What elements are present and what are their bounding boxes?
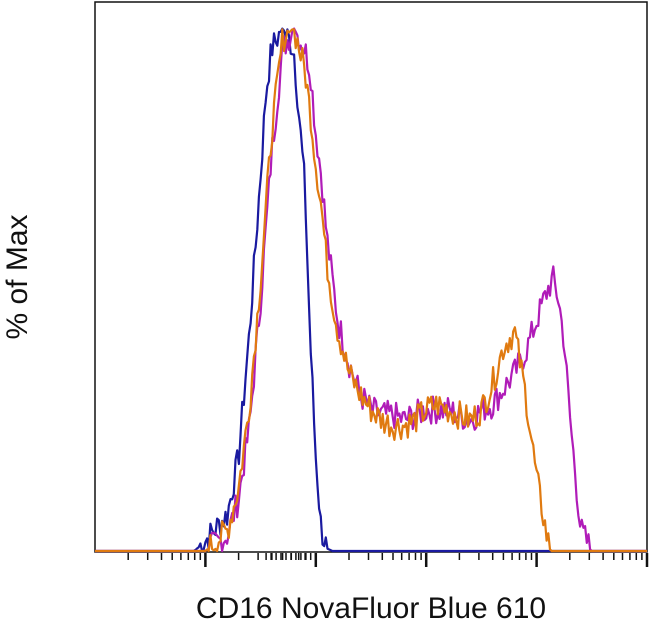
x-axis-label: CD16 NovaFluor Blue 610: [196, 592, 546, 625]
series-line-1: [95, 27, 647, 553]
series-line-3: [95, 28, 647, 553]
x-axis-ticks: [127, 553, 649, 567]
y-axis-label: % of Max: [1, 214, 34, 339]
series-line-2: [95, 27, 647, 553]
series-layer: [95, 27, 647, 553]
plot-frame: [94, 1, 648, 553]
